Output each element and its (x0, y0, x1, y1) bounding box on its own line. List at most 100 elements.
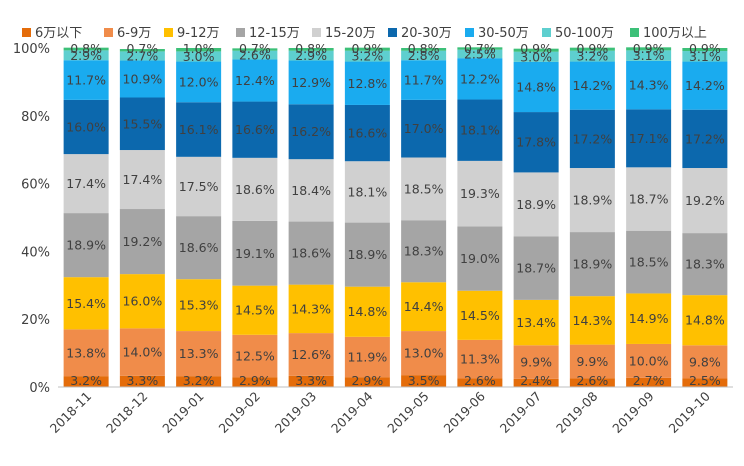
bar-segment (119, 375, 165, 387)
data-label: 11.3% (460, 352, 500, 367)
data-label: 3.1% (633, 48, 665, 63)
bar-segment (682, 109, 728, 169)
data-label: 3.0% (183, 49, 215, 64)
data-label: 2.6% (576, 373, 608, 388)
data-label: 18.6% (291, 246, 331, 261)
bar-segment (63, 376, 109, 387)
bar-segment (457, 58, 503, 100)
bar-segment (569, 232, 615, 297)
data-label: 18.9% (66, 238, 106, 253)
bar-segment (457, 339, 503, 379)
bar-segment (232, 220, 278, 286)
legend-label: 9-12万 (177, 26, 220, 41)
legend-swatch (312, 28, 321, 37)
bar-segment (288, 104, 334, 160)
bar-segment (63, 329, 109, 377)
data-label: 0.9% (689, 41, 721, 56)
data-label: 9.9% (520, 355, 552, 370)
x-tick-label: 2019-09 (609, 388, 657, 436)
data-label: 16.6% (348, 126, 388, 141)
bar-segment (457, 47, 503, 50)
data-label: 18.3% (685, 257, 725, 272)
bar-segment (401, 282, 447, 332)
bar-segment (63, 99, 109, 155)
bar-segment (288, 284, 334, 334)
data-label: 14.3% (291, 301, 331, 316)
bar-segment (682, 61, 728, 110)
bar-segment (232, 377, 278, 387)
data-label: 2.4% (520, 373, 552, 388)
data-label: 14.9% (629, 311, 669, 326)
data-label: 0.8% (408, 41, 440, 56)
x-tick-label: 2019-02 (215, 389, 263, 437)
data-label: 0.9% (520, 41, 552, 56)
data-label: 0.8% (295, 41, 327, 56)
data-label: 9.8% (689, 354, 721, 369)
y-tick-label: 0% (29, 381, 50, 396)
legend-label: 15-20万 (325, 26, 376, 41)
data-label: 18.9% (516, 197, 556, 212)
bar-segment (288, 60, 334, 105)
data-label: 0.7% (126, 41, 158, 56)
bar-segment (626, 109, 672, 168)
data-label: 17.4% (66, 176, 106, 191)
x-tick-label: 2018-11 (47, 389, 95, 437)
bar-segment (569, 344, 615, 379)
data-label: 2.5% (464, 46, 496, 61)
data-label: 3.2% (576, 49, 608, 64)
data-label: 12.9% (291, 75, 331, 90)
data-label: 9.9% (576, 354, 608, 369)
bar-segment (176, 61, 222, 103)
bar-segment (344, 104, 390, 162)
bar-segment (401, 220, 447, 283)
data-label: 19.2% (123, 234, 163, 249)
data-label: 11.9% (348, 349, 388, 364)
legend-swatch (164, 28, 173, 37)
legend-swatch (465, 28, 474, 37)
bar-segment (513, 345, 559, 379)
data-label: 16.6% (235, 122, 275, 137)
data-label: 2.9% (70, 48, 102, 63)
y-tick-label: 40% (21, 245, 50, 260)
bar-segment (401, 375, 447, 387)
data-label: 12.4% (235, 73, 275, 88)
data-label: 0.9% (633, 41, 665, 56)
legend-label: 20-30万 (401, 26, 452, 41)
x-axis: 2018-11 2018-12 2019-01 2019-02 2019-03 2019-… (47, 386, 733, 437)
data-label: 12.6% (291, 347, 331, 362)
data-label: 17.4% (123, 172, 163, 187)
bar-segment (457, 49, 503, 59)
bar-segment (119, 150, 165, 210)
data-label: 17.5% (179, 179, 219, 194)
data-label: 3.5% (408, 373, 440, 388)
data-label: 1.0% (183, 41, 215, 56)
data-label: 18.5% (404, 181, 444, 196)
legend-label: 30-50万 (478, 26, 529, 41)
data-label: 16.1% (179, 122, 219, 137)
bar-segment (232, 157, 278, 221)
bar-segment (513, 112, 559, 173)
data-label: 18.4% (291, 183, 331, 198)
data-label: 18.9% (573, 193, 613, 208)
data-label: 0.7% (464, 41, 496, 56)
data-label: 17.2% (573, 131, 613, 146)
bar-segment (119, 60, 165, 98)
legend-swatch (630, 28, 639, 37)
bar-segment (626, 343, 672, 378)
bar-segment (176, 102, 222, 157)
bar-segment (288, 159, 334, 222)
data-label: 19.0% (460, 251, 500, 266)
bar-segment (288, 48, 334, 51)
y-tick-label: 100% (13, 42, 50, 57)
bar-segment (176, 331, 222, 377)
bar-segment (682, 345, 728, 379)
y-tick-label: 20% (21, 313, 50, 328)
bar-segment (513, 172, 559, 237)
bar-segment (288, 221, 334, 285)
data-label: 18.7% (516, 261, 556, 276)
bar-segment (626, 377, 672, 387)
data-label: 2.9% (239, 373, 271, 388)
bar-segment (63, 154, 109, 214)
bar-segment (288, 375, 334, 387)
data-label: 18.7% (629, 192, 669, 207)
